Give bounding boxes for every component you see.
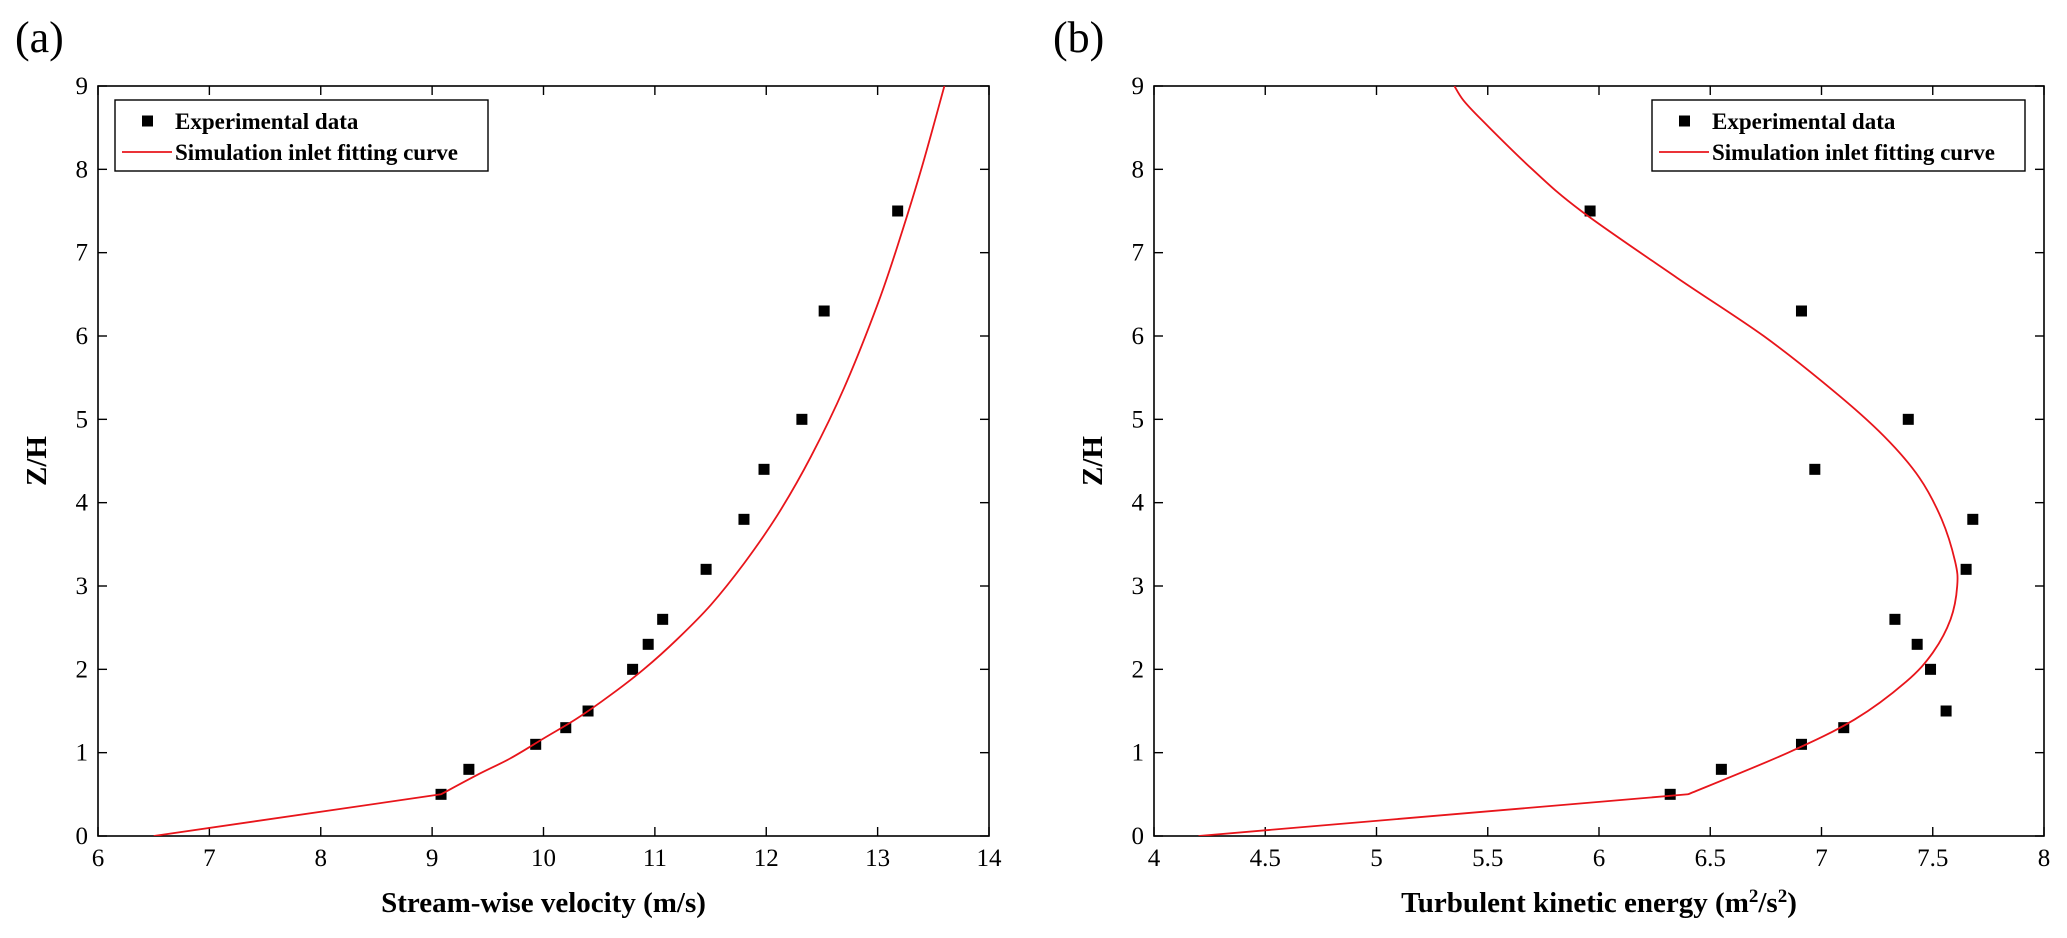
- data-point-experimental: [700, 563, 712, 575]
- legend-box: [1651, 99, 2026, 172]
- x-axis-label: Turbulent kinetic energy (m2/s2): [1401, 886, 1797, 920]
- x-tick-label: 11: [643, 845, 667, 872]
- x-tick-label: 6: [1593, 845, 1606, 872]
- data-point-experimental: [657, 613, 669, 625]
- y-tick-label: 3: [76, 573, 89, 600]
- legend-entry-label: Experimental data: [1712, 109, 1896, 134]
- legend-entry-label: Simulation inlet fitting curve: [1712, 140, 1995, 165]
- x-tick-label: 8: [315, 845, 328, 872]
- x-tick-label: 4.5: [1250, 845, 1281, 872]
- y-tick-label: 1: [76, 740, 89, 767]
- y-tick-label: 8: [76, 156, 89, 183]
- data-point-experimental: [738, 513, 750, 525]
- x-tick-label: 8: [2038, 845, 2051, 872]
- y-tick-label: 1: [1132, 740, 1145, 767]
- y-axis-label: Z/H: [21, 436, 53, 486]
- y-tick-label: 0: [76, 823, 89, 850]
- data-point-experimental: [1967, 513, 1979, 525]
- series-line-fitting-curve: [1198, 86, 1959, 836]
- data-point-experimental: [1809, 463, 1821, 475]
- y-tick-label: 5: [76, 406, 89, 433]
- data-point-experimental: [1715, 763, 1727, 775]
- data-point-experimental: [1960, 563, 1972, 575]
- data-point-experimental: [1902, 413, 1914, 425]
- data-point-experimental: [758, 463, 770, 475]
- x-axis-label-superscript: 2: [1749, 886, 1759, 907]
- y-tick-label: 8: [1132, 156, 1145, 183]
- data-point-experimental: [892, 205, 904, 217]
- data-point-experimental: [463, 763, 475, 775]
- legend-swatch-marker: [142, 115, 153, 127]
- x-tick-label: 7: [1815, 845, 1828, 872]
- y-tick-label: 2: [76, 656, 89, 683]
- data-point-experimental: [1838, 722, 1850, 734]
- y-tick-label: 9: [1132, 73, 1145, 100]
- y-tick-label: 5: [1132, 406, 1145, 433]
- legend-entry-label: Experimental data: [175, 109, 359, 134]
- data-point-experimental: [642, 638, 654, 650]
- data-point-experimental: [1664, 788, 1676, 800]
- y-axis-label: Z/H: [1077, 436, 1109, 486]
- legend-entry-label: Simulation inlet fitting curve: [175, 140, 458, 165]
- legend-box: [114, 99, 489, 172]
- y-tick-label: 9: [76, 73, 89, 100]
- x-axis-label-part: /s: [1757, 887, 1777, 919]
- x-axis-label-part: ): [1787, 887, 1797, 919]
- y-tick-label: 6: [1132, 323, 1145, 350]
- x-tick-label: 7: [203, 845, 216, 872]
- data-point-experimental: [530, 738, 542, 750]
- data-point-experimental: [1911, 638, 1923, 650]
- x-tick-label: 6: [92, 845, 105, 872]
- data-point-experimental: [1940, 705, 1952, 717]
- x-axis-label: Stream-wise velocity (m/s): [381, 887, 706, 919]
- panel-label: (a): [15, 13, 64, 62]
- y-tick-label: 6: [76, 323, 89, 350]
- x-tick-label: 4: [1148, 845, 1161, 872]
- x-tick-label: 6.5: [1695, 845, 1726, 872]
- data-point-experimental: [818, 305, 830, 317]
- x-tick-label: 5.5: [1472, 845, 1503, 872]
- data-point-experimental: [1584, 205, 1596, 217]
- data-point-experimental: [1889, 613, 1901, 625]
- data-point-experimental: [1795, 305, 1807, 317]
- y-tick-label: 4: [1132, 490, 1145, 517]
- plot-frame: [97, 85, 990, 837]
- data-point-experimental: [796, 413, 808, 425]
- x-tick-label: 12: [754, 845, 779, 872]
- chart-panel-b: (b) 4 4.5 5 5.5 6 6.5 7 7.5 8 0 1 2 3 4 5 6 7 8 9 Turbulent …: [1053, 13, 2050, 919]
- x-tick-label: 10: [531, 845, 556, 872]
- plot-frame: [1153, 85, 2045, 837]
- x-axis-label-superscript: 2: [1778, 886, 1788, 907]
- y-tick-label: 7: [1132, 240, 1145, 267]
- y-tick-label: 2: [1132, 656, 1145, 683]
- y-tick-label: 4: [76, 490, 89, 517]
- y-tick-label: 7: [76, 240, 89, 267]
- y-tick-label: 0: [1132, 823, 1145, 850]
- legend-swatch-marker: [1679, 115, 1690, 127]
- x-tick-label: 14: [977, 845, 1003, 872]
- legend: Experimental data Simulation inlet fittin…: [114, 99, 489, 172]
- x-tick-label: 7.5: [1917, 845, 1948, 872]
- x-axis-label-text: Turbulent kinetic energy (m: [1401, 887, 1749, 919]
- panel-label: (b): [1053, 13, 1104, 62]
- x-tick-label: 13: [865, 845, 890, 872]
- series-line-fitting-curve: [153, 86, 946, 836]
- data-point-experimental: [560, 722, 572, 734]
- x-tick-label: 5: [1370, 845, 1383, 872]
- legend: Experimental data Simulation inlet fittin…: [1651, 99, 2026, 172]
- data-point-experimental: [627, 663, 639, 675]
- y-tick-label: 3: [1132, 573, 1145, 600]
- x-tick-label: 9: [426, 845, 439, 872]
- data-point-experimental: [1925, 663, 1937, 675]
- data-point-experimental: [1795, 738, 1807, 750]
- x-axis-label-text: Stream-wise velocity (m/s): [381, 887, 706, 919]
